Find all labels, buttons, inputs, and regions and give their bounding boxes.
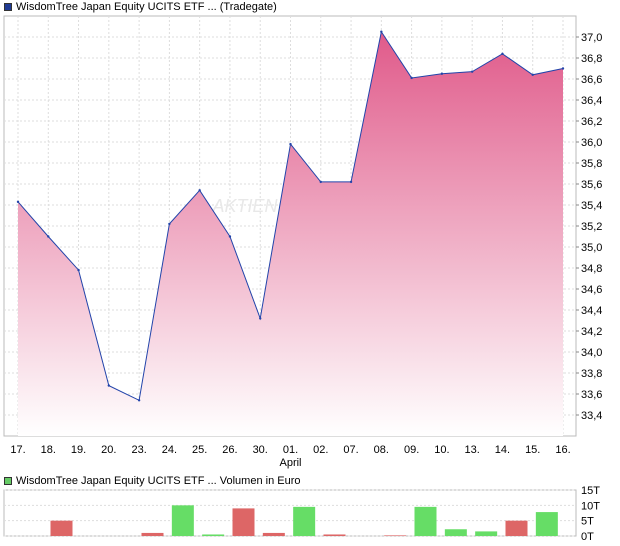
price-point xyxy=(259,317,262,320)
volume-y-axis: 15T 10T 5T 0T xyxy=(581,485,600,543)
price-area-group xyxy=(16,30,565,436)
volume-y-tick-label: 5T xyxy=(581,516,594,528)
price-area-fill xyxy=(18,31,563,436)
volume-bars xyxy=(50,505,558,536)
price-y-tick-label: 34,4 xyxy=(581,305,602,317)
volume-bar xyxy=(535,512,558,536)
price-y-tick-label: 35,8 xyxy=(581,158,602,170)
price-y-tick-label: 33,6 xyxy=(581,389,602,401)
price-point xyxy=(289,142,292,146)
x-tick-label: 17. xyxy=(10,444,25,456)
volume-bar xyxy=(414,506,437,536)
price-point xyxy=(380,30,383,33)
volume-bar xyxy=(202,534,225,536)
volume-legend-swatch xyxy=(4,477,12,485)
price-y-axis: 37,0 36,8 36,6 36,4 36,2 36,0 35,8 35,6 35,4 35,2… xyxy=(576,32,602,422)
x-tick-label: 13. xyxy=(465,444,480,456)
volume-grid xyxy=(3,489,577,537)
price-point xyxy=(319,180,322,184)
price-point xyxy=(228,235,232,238)
price-y-tick-label: 37,0 xyxy=(581,32,602,44)
price-y-tick-label: 36,2 xyxy=(581,116,602,128)
price-point xyxy=(470,70,474,73)
price-point xyxy=(107,384,111,387)
price-y-tick-label: 35,2 xyxy=(581,221,602,233)
x-tick-label: 08. xyxy=(374,444,389,456)
x-tick-label: 20. xyxy=(101,444,116,456)
price-point xyxy=(47,235,50,238)
x-tick-label: 07. xyxy=(343,444,358,456)
x-axis: 17. 18. 19. 20. 23. 24. 25. 26. 30. 01. 02. 07. 08. 0… xyxy=(10,444,570,469)
price-y-tick-label: 34,2 xyxy=(581,326,602,338)
price-y-tick-label: 36,8 xyxy=(581,53,602,65)
x-tick-label: 15. xyxy=(525,444,540,456)
price-y-tick-label: 35,0 xyxy=(581,242,602,254)
price-y-tick-label: 35,4 xyxy=(581,200,602,212)
x-tick-label: 24. xyxy=(162,444,177,456)
x-tick-label: 10. xyxy=(434,444,449,456)
x-tick-label: 26. xyxy=(222,444,237,456)
price-y-tick-label: 36,0 xyxy=(581,137,602,149)
volume-bar xyxy=(293,506,316,536)
price-y-tick-label: 34,8 xyxy=(581,263,602,275)
x-tick-label: 09. xyxy=(404,444,419,456)
x-tick-label: 01. xyxy=(283,444,298,456)
price-point xyxy=(16,200,20,204)
volume-legend: WisdomTree Japan Equity UCITS ETF ... Vo… xyxy=(4,474,300,488)
price-point xyxy=(168,222,171,226)
x-month-label: April xyxy=(279,457,301,469)
volume-bar xyxy=(262,532,285,536)
volume-y-tick-label: 10T xyxy=(581,500,600,512)
x-tick-label: 18. xyxy=(41,444,56,456)
price-point xyxy=(410,76,413,80)
volume-bar xyxy=(444,529,467,536)
volume-bar xyxy=(232,508,255,536)
volume-y-tick-label: 0T xyxy=(581,531,594,543)
volume-bar xyxy=(171,505,194,536)
volume-bar xyxy=(141,532,164,536)
price-point xyxy=(77,268,80,272)
price-y-tick-label: 33,4 xyxy=(581,410,602,422)
x-tick-label: 30. xyxy=(253,444,268,456)
volume-bar xyxy=(323,534,346,536)
x-tick-label: 25. xyxy=(192,444,207,456)
volume-bar xyxy=(505,520,528,536)
x-tick-label: 16. xyxy=(555,444,570,456)
price-legend-label: WisdomTree Japan Equity UCITS ETF ... (T… xyxy=(16,1,277,13)
price-point xyxy=(561,67,565,70)
price-point xyxy=(440,72,444,75)
price-y-tick-label: 34,6 xyxy=(581,284,602,296)
watermark-text: AKTIEN xyxy=(211,196,278,216)
volume-bar xyxy=(384,535,407,536)
price-legend: WisdomTree Japan Equity UCITS ETF ... (T… xyxy=(4,0,277,14)
price-y-tick-label: 35,6 xyxy=(581,179,602,191)
price-point xyxy=(531,73,534,77)
price-y-tick-label: 34,0 xyxy=(581,347,602,359)
price-y-tick-label: 33,8 xyxy=(581,368,602,380)
x-tick-label: 02. xyxy=(313,444,328,456)
volume-frame xyxy=(3,489,577,537)
x-tick-label: 23. xyxy=(131,444,146,456)
price-point xyxy=(198,189,201,192)
price-point xyxy=(137,399,141,402)
price-y-tick-label: 36,6 xyxy=(581,74,602,86)
price-legend-swatch xyxy=(4,3,12,11)
x-tick-label: 19. xyxy=(71,444,86,456)
volume-legend-label: WisdomTree Japan Equity UCITS ETF ... Vo… xyxy=(16,475,301,487)
volume-bar xyxy=(475,531,498,536)
price-y-tick-label: 36,4 xyxy=(581,95,602,107)
price-point xyxy=(501,52,504,55)
volume-bar xyxy=(50,520,73,536)
volume-y-tick-label: 15T xyxy=(581,485,600,497)
x-tick-label: 14. xyxy=(495,444,510,456)
price-point xyxy=(349,180,353,184)
